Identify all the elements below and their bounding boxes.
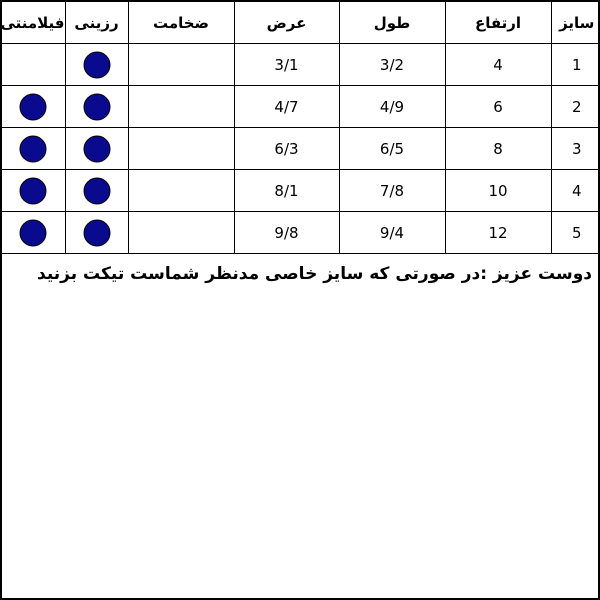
table-row: 1 4 3/2 3/1 [2,43,600,86]
dot-icon [19,219,47,246]
dot-icon [19,177,47,204]
dot-cell [2,127,66,170]
cell: 4 [550,169,600,212]
dot [83,51,110,78]
cell: 12 [444,211,552,254]
cell: 6/5 [338,127,446,170]
cell: 4/9 [338,85,446,128]
cell: 8/1 [233,169,340,212]
column-header: رزینی [64,2,129,44]
empty-cell [127,127,235,170]
cell: 9/8 [233,211,340,254]
cell: 8 [444,127,552,170]
dot-icon [19,135,47,162]
empty-cell [127,169,235,212]
cell: 4/7 [233,85,340,128]
cell: 10 [444,169,552,212]
column-header: طول [338,2,446,44]
dot-cell [64,211,129,254]
table-row: 4 10 7/8 8/1 [2,169,600,212]
dot-cell [2,211,66,254]
dot-icon [19,93,47,120]
size-table: سایز ارتفاع طول عرض ضخامت رزینی فیلامنتی 1 4 3/2… [0,2,600,254]
column-header: ارتفاع [444,2,552,44]
dot-icon [83,93,110,120]
dot-icon [83,219,110,246]
cell: 9/4 [338,211,446,254]
cell: 3/2 [338,43,446,86]
dot [83,135,110,162]
cell: 3/1 [233,43,340,86]
empty-cell [127,43,235,86]
dot-cell [2,85,66,128]
dot-cell [64,85,129,128]
dot [83,93,110,120]
dot [19,177,47,204]
table-row: 5 12 9/4 9/8 [2,211,600,254]
dot-cell [64,43,129,86]
dot-cell [64,169,129,212]
empty-cell [127,85,235,128]
header-row: سایز ارتفاع طول عرض ضخامت رزینی فیلامنتی [0,2,600,44]
empty-cell [127,211,235,254]
note: دوست عزیز :در صورتی که سایز خاصی مدنظر ش… [37,264,592,284]
cell: 4 [444,43,552,86]
column-header: عرض [233,2,340,44]
table-row: 3 8 6/5 6/3 [2,127,600,170]
table-row: 2 6 4/9 4/7 [2,85,600,128]
column-header: سایز [550,2,600,44]
dot-cell [2,43,66,86]
column-header: فیلامنتی [0,2,66,44]
cell: 6 [444,85,552,128]
cell: 3 [550,127,600,170]
cell: 2 [550,85,600,128]
dot-cell [64,127,129,170]
cell: 1 [550,43,600,86]
table-body: 1 4 3/2 3/1 2 6 4/9 4/7 3 8 6/5 6/3 4 10 7/8 8/1 5 12 9/4 9… [2,43,600,254]
cell: 7/8 [338,169,446,212]
column-header: ضخامت [127,2,235,44]
cell: 5 [550,211,600,254]
dot [19,135,47,162]
dot [83,219,110,246]
dot-icon [83,51,110,78]
dot-icon [83,135,110,162]
dot [83,177,110,204]
dot-icon [83,177,110,204]
dot [19,219,47,246]
dot [19,93,47,120]
cell: 6/3 [233,127,340,170]
dot-cell [2,169,66,212]
